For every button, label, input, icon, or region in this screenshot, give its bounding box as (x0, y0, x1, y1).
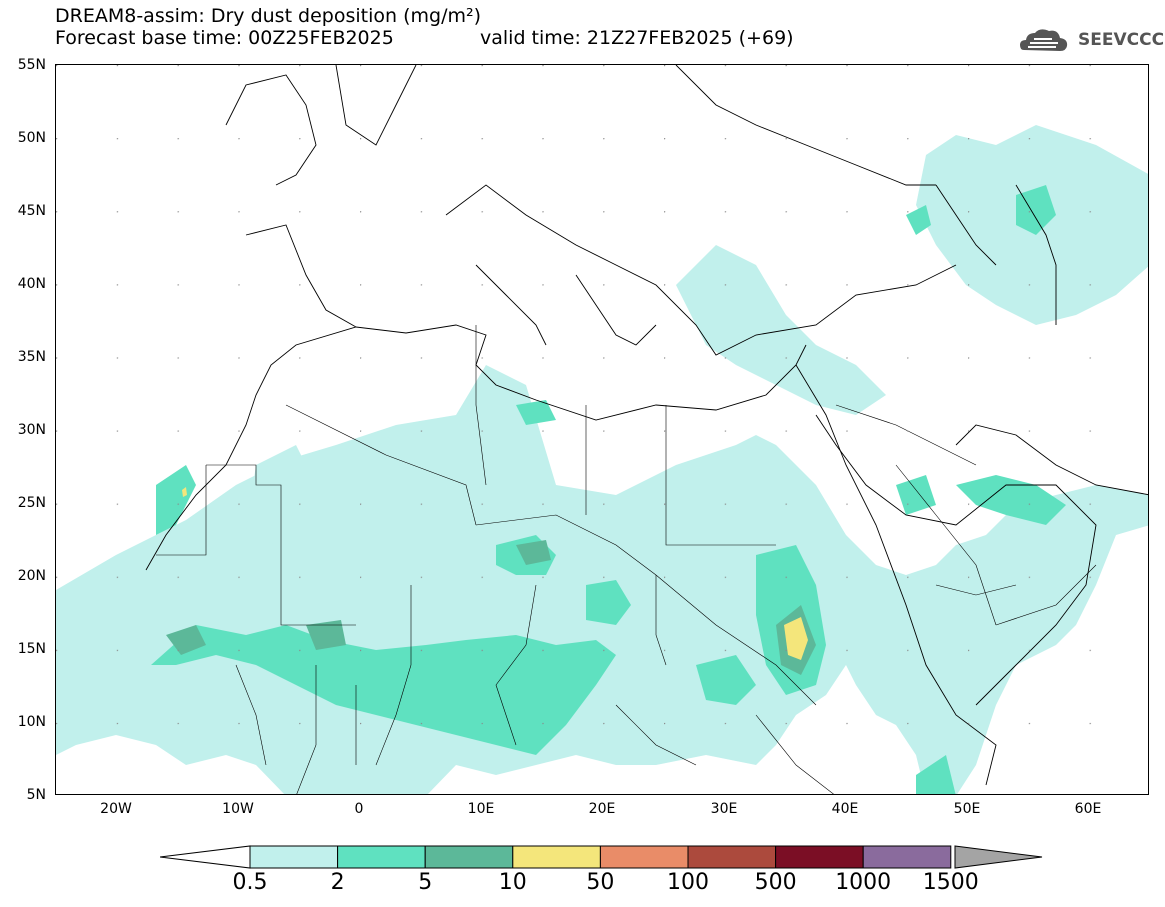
legend-label: 50 (586, 870, 615, 895)
lat-label: 55N (17, 57, 46, 73)
lat-label: 15N (17, 641, 46, 657)
map-title: DREAM8-assim: Dry dust deposition (mg/m²… (55, 5, 482, 27)
lon-label: 0 (354, 801, 364, 817)
legend-swatch (512, 845, 601, 869)
lon-label: 10E (467, 801, 495, 817)
lon-label: 50E (953, 801, 981, 817)
lat-label: 10N (17, 714, 46, 730)
forecast-base-time: Forecast base time: 00Z25FEB2025 (55, 27, 394, 49)
legend-label: 1000 (835, 870, 892, 895)
lat-label: 35N (17, 349, 46, 365)
lon-label: 20E (588, 801, 616, 817)
lat-label: 40N (17, 276, 46, 292)
valid-time: valid time: 21Z27FEB2025 (+69) (480, 27, 794, 49)
legend-label: 0.5 (232, 870, 268, 895)
legend-under-arrow (160, 845, 251, 869)
lon-label: 30E (710, 801, 738, 817)
legend-label: 100 (667, 870, 709, 895)
lat-label: 50N (17, 130, 46, 146)
lat-label: 20N (17, 568, 46, 584)
legend-label: 500 (754, 870, 797, 895)
legend-label: 10 (498, 870, 527, 895)
legend-label: 1500 (922, 870, 979, 895)
legend-swatch (775, 845, 864, 869)
legend-over-arrow (954, 845, 1043, 869)
legend-swatch (862, 845, 952, 869)
logo-text: SEEVCCC (1078, 30, 1165, 50)
legend-swatch (249, 845, 339, 869)
lat-label: 25N (17, 495, 46, 511)
legend-label: 2 (330, 870, 345, 895)
lon-label: 10W (222, 801, 254, 817)
legend-swatch (337, 845, 426, 869)
lon-label: 60E (1074, 801, 1102, 817)
legend-swatch (687, 845, 777, 869)
lat-label: 5N (26, 787, 46, 803)
legend-swatch (599, 845, 689, 869)
legend-swatch (424, 845, 514, 869)
cloud-icon (1020, 29, 1068, 51)
lon-label: 20W (100, 801, 132, 817)
lat-label: 45N (17, 203, 46, 219)
legend-label: 5 (418, 870, 433, 895)
lat-label: 30N (17, 422, 46, 438)
lon-label: 40E (831, 801, 859, 817)
color-legend (160, 845, 1043, 869)
map-area[interactable] (55, 64, 1149, 795)
dust-map (56, 65, 1148, 794)
